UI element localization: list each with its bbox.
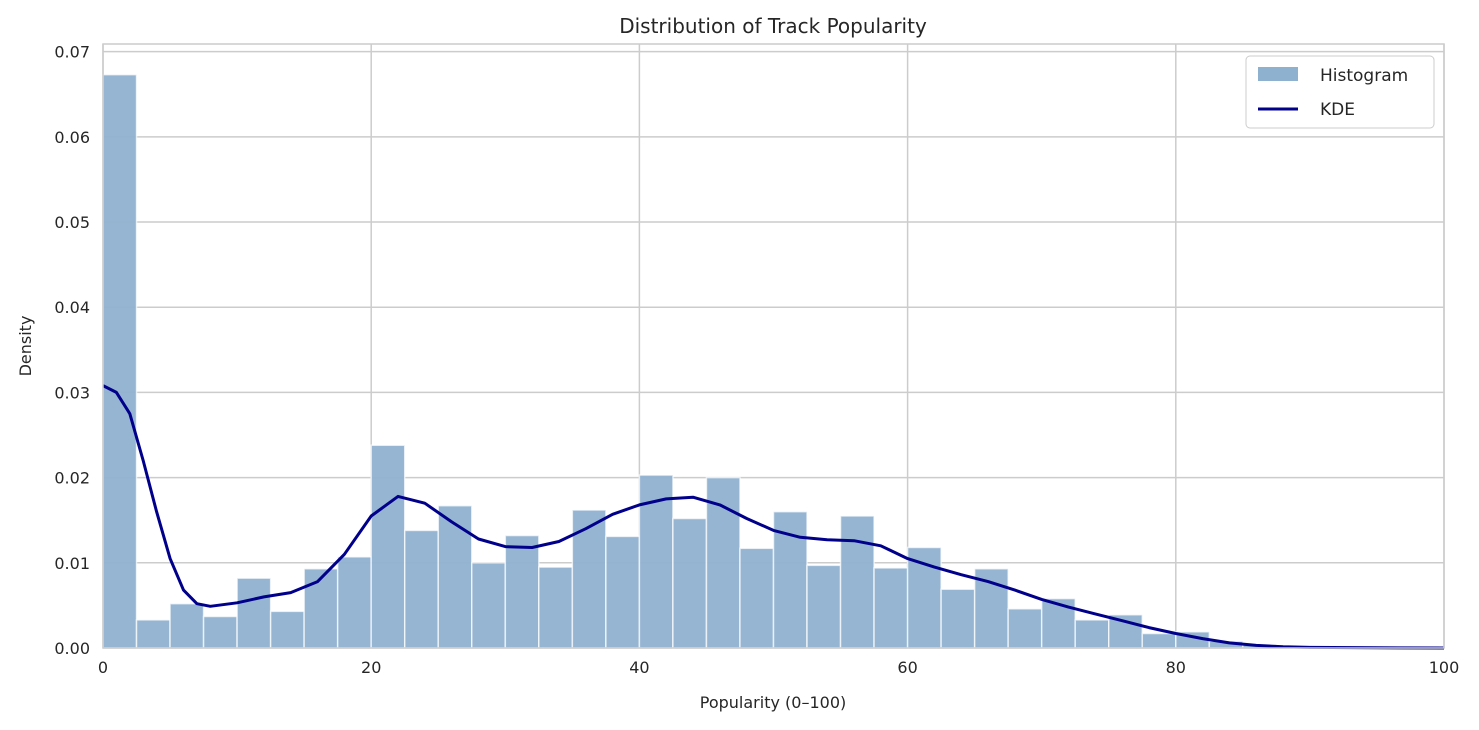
- histogram-bar: [1074, 619, 1110, 649]
- histogram-bar: [370, 444, 406, 649]
- histogram-bar: [839, 515, 875, 649]
- histogram-bar: [336, 556, 372, 649]
- y-tick-label: 0.03: [54, 383, 90, 402]
- histogram-bars: [102, 73, 1278, 649]
- x-tick-label: 80: [1166, 658, 1186, 677]
- x-tick-label: 60: [897, 658, 917, 677]
- kde-line: [102, 384, 1445, 650]
- legend: Histogram KDE: [1245, 55, 1435, 129]
- histogram-bar: [605, 535, 641, 649]
- histogram-bar: [169, 602, 205, 649]
- histogram-bar: [1141, 632, 1177, 649]
- x-tick-label: 100: [1429, 658, 1460, 677]
- histogram-bar: [202, 615, 238, 649]
- histogram-bar: [806, 564, 842, 649]
- chart-title: Distribution of Track Popularity: [619, 14, 927, 38]
- histogram-bar: [471, 562, 507, 649]
- tick-labels: 0 20 40 60 80 100 0.00 0.01 0.02 0.03 0.04 0.05 0.06…: [54, 43, 1459, 677]
- histogram-bar: [1007, 608, 1043, 649]
- histogram-bar: [303, 568, 339, 649]
- legend-kde-label: KDE: [1320, 100, 1355, 120]
- y-axis-label: Density: [16, 316, 35, 377]
- x-tick-label: 40: [629, 658, 649, 677]
- histogram-bar: [739, 547, 775, 649]
- histogram-bar: [873, 567, 909, 649]
- histogram-bar: [135, 619, 171, 649]
- y-tick-label: 0.06: [54, 128, 90, 147]
- histogram-bar: [504, 534, 540, 649]
- y-tick-label: 0.01: [54, 554, 90, 573]
- y-tick-label: 0.04: [54, 298, 90, 317]
- legend-histogram-label: Histogram: [1320, 66, 1408, 86]
- legend-histogram-swatch: [1258, 67, 1298, 81]
- histogram-bar: [403, 529, 440, 649]
- histogram-bar: [538, 566, 574, 649]
- y-tick-label: 0.05: [54, 213, 90, 232]
- plot-frame: [102, 43, 1445, 649]
- histogram-bar: [672, 517, 708, 649]
- histogram-bar: [269, 610, 305, 649]
- y-tick-label: 0.00: [54, 639, 90, 658]
- histogram-bar: [571, 509, 607, 649]
- histogram-bar: [102, 73, 138, 649]
- x-tick-label: 20: [361, 658, 381, 677]
- x-tick-label: 0: [98, 658, 108, 677]
- y-tick-label: 0.02: [54, 469, 90, 488]
- histogram-bar: [940, 588, 976, 649]
- histogram-bar: [437, 504, 473, 649]
- y-tick-label: 0.07: [54, 43, 90, 62]
- x-axis-label: Popularity (0–100): [700, 693, 846, 712]
- histogram-bar: [236, 577, 272, 649]
